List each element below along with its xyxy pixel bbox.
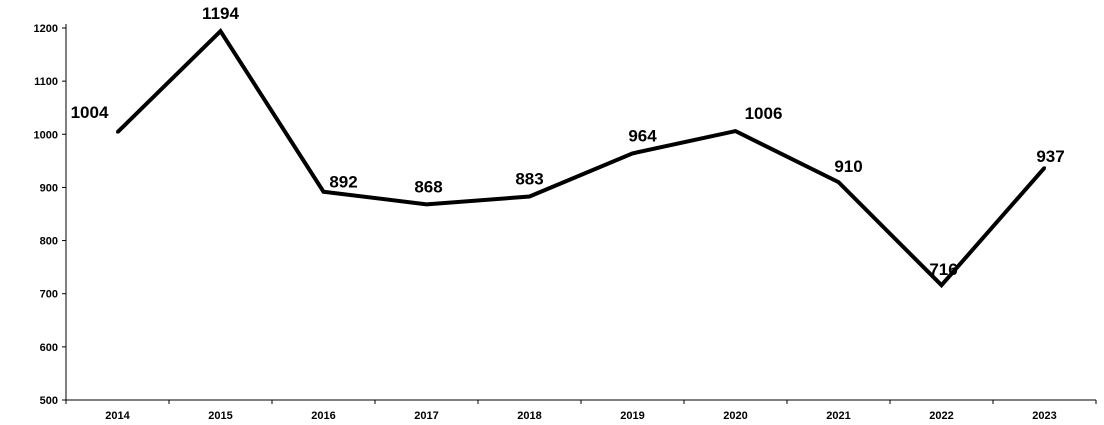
x-axis: 2014 2015 2016 2017 2018 2019 2020 2021 2022 2023 [65, 399, 1097, 422]
x-tick-label: 2014 [105, 410, 130, 422]
data-label: 937 [1036, 147, 1064, 166]
x-tick-label: 2019 [620, 410, 644, 422]
data-label: 964 [628, 126, 657, 145]
data-point [631, 151, 634, 155]
data-label: 868 [414, 177, 442, 196]
y-tick-label: 600 [40, 342, 58, 354]
data-label: 716 [929, 260, 957, 279]
y-tick-label: 900 [40, 182, 58, 194]
data-labels: 1004 1194 892 868 883 964 1006 910 716 937 [71, 4, 1065, 279]
data-label: 1004 [71, 103, 109, 122]
data-point [528, 194, 531, 198]
data-point [219, 29, 222, 33]
x-tick-label: 2023 [1032, 410, 1056, 422]
y-tick-label: 1000 [34, 129, 58, 141]
x-tick-label: 2016 [311, 410, 335, 422]
data-label: 910 [834, 157, 862, 176]
data-label: 883 [515, 169, 543, 188]
data-label: 1006 [745, 104, 783, 123]
x-tick-label: 2022 [929, 410, 953, 422]
x-tick-label: 2020 [723, 410, 747, 422]
data-point [116, 130, 119, 134]
series-line [116, 28, 1047, 289]
data-label: 892 [329, 173, 357, 192]
data-point [1043, 166, 1046, 170]
y-tick-label: 1100 [34, 76, 58, 88]
data-point [940, 283, 943, 287]
x-tick-label: 2015 [208, 410, 232, 422]
y-tick-label: 700 [40, 289, 58, 301]
data-label: 1194 [202, 4, 239, 23]
y-tick-label: 500 [40, 395, 58, 407]
y-axis: 500 600 700 800 900 1000 1100 1200 [34, 23, 67, 407]
x-tick-label: 2018 [517, 410, 541, 422]
y-tick-label: 800 [40, 236, 58, 248]
data-point [425, 202, 428, 206]
series-line-group [116, 28, 1047, 289]
x-tick-label: 2017 [414, 410, 438, 422]
data-point [734, 129, 737, 133]
data-point [322, 190, 325, 194]
data-point [837, 180, 840, 184]
y-tick-label: 1200 [34, 23, 58, 35]
x-tick-label: 2021 [826, 410, 850, 422]
